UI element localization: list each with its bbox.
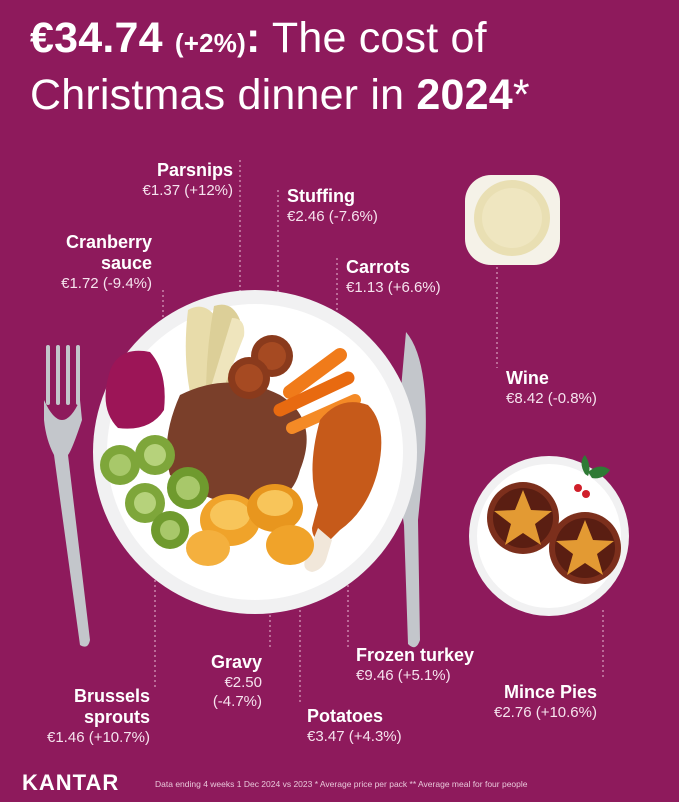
footer: KANTAR Data ending 4 weeks 1 Dec 2024 vs…	[22, 770, 662, 795]
total-change: (+2%)	[174, 28, 246, 58]
cranberry-price: €1.72 (-9.4%)	[61, 275, 152, 292]
title-text-line1: The cost of	[260, 14, 487, 62]
label-brussels-sprouts: Brussels sprouts €1.46 (+10.7%)	[28, 686, 150, 747]
footer-note: Data ending 4 weeks 1 Dec 2024 vs 2023 *…	[155, 779, 528, 789]
parsnips-price: €1.37 (+12%)	[142, 182, 233, 199]
title-asterisk: *	[512, 71, 530, 119]
potatoes-name: Potatoes	[307, 706, 384, 726]
title-text-line2: Christmas dinner in	[30, 71, 417, 119]
gravy-price-1: €2.50	[224, 674, 262, 691]
label-parsnips: Parsnips €1.37 (+12%)	[130, 160, 233, 200]
brussels-name-2: sprouts	[83, 707, 150, 727]
fork-icon	[44, 345, 90, 647]
carrots-name: Carrots	[346, 257, 411, 277]
label-potatoes: Potatoes €3.47 (+4.3%)	[307, 706, 402, 746]
total-cost: €34.74	[30, 14, 163, 62]
frozen-turkey-name: Frozen turkey	[356, 645, 475, 665]
title-year: 2024	[416, 71, 513, 119]
label-stuffing: Stuffing €2.46 (-7.6%)	[287, 186, 378, 226]
label-mince-pies: Mince Pies €2.76 (+10.6%)	[480, 682, 597, 722]
frozen-turkey	[304, 402, 382, 572]
mince-pie-icon-2	[549, 512, 621, 584]
mince-pies-name: Mince Pies	[503, 682, 597, 702]
stuffing	[228, 335, 293, 399]
label-cranberry-sauce: Cranberry sauce €1.72 (-9.4%)	[30, 232, 152, 293]
potatoes-price: €3.47 (+4.3%)	[307, 728, 402, 745]
carrots-price: €1.13 (+6.6%)	[346, 279, 441, 296]
frozen-turkey-price: €9.46 (+5.1%)	[356, 667, 451, 684]
label-frozen-turkey: Frozen turkey €9.46 (+5.1%)	[356, 645, 474, 685]
cranberry-name-2: sauce	[100, 253, 152, 273]
brussels-name-1: Brussels	[73, 686, 150, 706]
cranberry-name-1: Cranberry	[65, 232, 152, 252]
kantar-logo: KANTAR	[22, 770, 120, 795]
stuffing-price: €2.46 (-7.6%)	[287, 208, 378, 225]
label-wine: Wine €8.42 (-0.8%)	[506, 368, 597, 408]
stuffing-name: Stuffing	[287, 186, 355, 206]
wine-glass-icon	[465, 175, 560, 265]
brussels-price: €1.46 (+10.7%)	[47, 729, 150, 746]
parsnips-name: Parsnips	[156, 160, 233, 180]
gravy-name: Gravy	[210, 652, 262, 672]
mince-pie-icon	[487, 482, 559, 554]
holly-icon	[574, 455, 610, 498]
mince-pies-price: €2.76 (+10.6%)	[494, 704, 597, 721]
label-carrots: Carrots €1.13 (+6.6%)	[346, 257, 441, 297]
wine-price: €8.42 (-0.8%)	[506, 390, 597, 407]
title-colon: :	[245, 14, 261, 62]
brussels-sprouts	[100, 435, 209, 549]
cranberry-sauce	[105, 350, 165, 429]
page-title: €34.74 (+2%): The cost of Christmas dinn…	[30, 12, 660, 121]
label-gravy: Gravy €2.50 (-4.7%)	[178, 652, 262, 711]
potatoes	[186, 484, 314, 566]
parsnips	[185, 304, 245, 402]
gravy-price-2: (-4.7%)	[212, 693, 262, 710]
wine-name: Wine	[506, 368, 549, 388]
